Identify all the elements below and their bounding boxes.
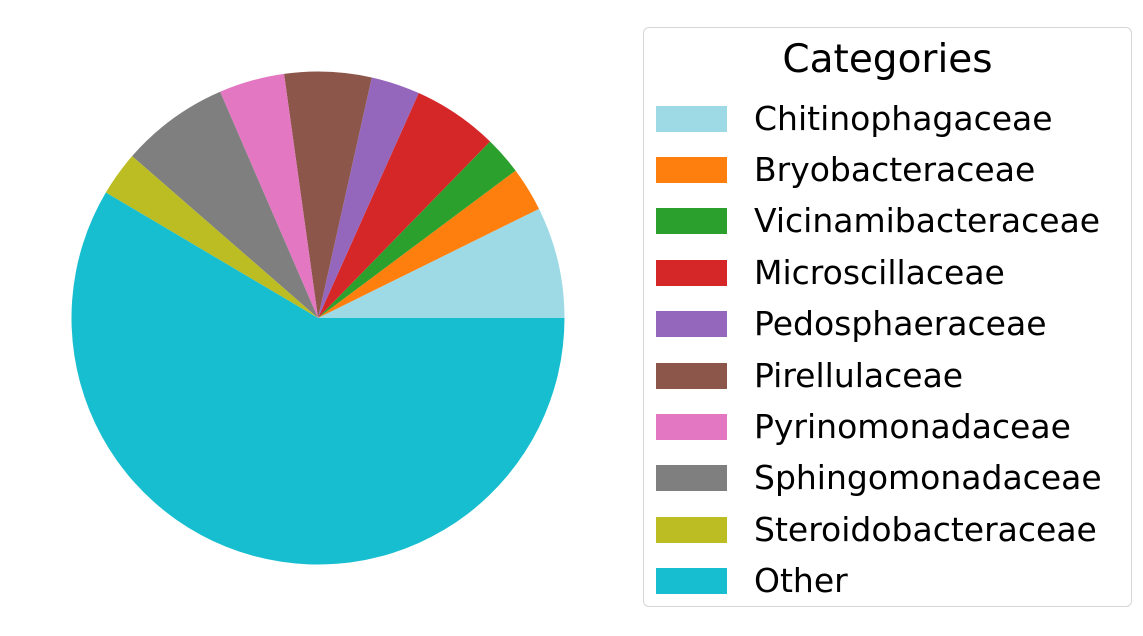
pie-slice: [318, 93, 491, 319]
legend-item: Pedosphaeraceae: [656, 299, 1102, 350]
legend-item: Pyrinomonadaceae: [656, 401, 1102, 452]
legend-item: Bryobacteraceae: [656, 144, 1102, 195]
legend-label: Sphingomonadaceae: [754, 458, 1102, 498]
legend-swatch: [656, 208, 727, 235]
pie-slice: [318, 170, 540, 318]
pie-slices: [71, 71, 565, 565]
legend-label: Other: [754, 561, 848, 601]
legend-title: Categories: [782, 37, 993, 82]
legend-swatch: [656, 311, 727, 338]
legend-swatch: [656, 414, 727, 441]
legend-swatch: [656, 465, 727, 492]
legend-item: Sphingomonadaceae: [656, 453, 1102, 504]
legend-swatch: [656, 516, 727, 543]
pie-slice: [105, 156, 318, 318]
legend-swatch: [656, 259, 727, 286]
legend-item: Chitinophagaceae: [656, 93, 1102, 144]
legend-label: Steroidobacteraceae: [754, 509, 1097, 549]
legend-item: Other: [656, 556, 1102, 607]
legend-item: Vicinamibacteraceae: [656, 196, 1102, 247]
pie-slice: [318, 208, 565, 318]
pie-slice: [318, 141, 516, 318]
pie-slice: [132, 91, 318, 319]
legend-label: Bryobacteraceae: [754, 150, 1036, 190]
pie-chart: [71, 71, 565, 565]
legend-label: Pedosphaeraceae: [754, 304, 1047, 344]
legend-swatch: [656, 568, 727, 595]
legend-item: Microscillaceae: [656, 247, 1102, 298]
legend-label: Microscillaceae: [754, 252, 1005, 292]
legend-items: Chitinophagaceae Bryobacteraceae Vicinamib…: [656, 93, 1102, 607]
pie-slice: [318, 77, 419, 318]
legend-swatch: [656, 362, 727, 389]
legend-label: Pyrinomonadaceae: [754, 407, 1071, 447]
pie-slice: [71, 192, 565, 565]
pie-slice: [284, 71, 372, 319]
legend: Categories Chitinophagaceae Bryobacterace…: [643, 27, 1132, 607]
legend-label: Vicinamibacteraceae: [754, 201, 1101, 241]
legend-swatch: [656, 105, 727, 132]
legend-swatch: [656, 157, 727, 184]
legend-label: Pirellulaceae: [754, 355, 964, 395]
legend-item: Steroidobacteraceae: [656, 504, 1102, 555]
legend-item: Pirellulaceae: [656, 350, 1102, 401]
legend-label: Chitinophagaceae: [754, 98, 1053, 138]
pie-slice: [220, 73, 318, 318]
